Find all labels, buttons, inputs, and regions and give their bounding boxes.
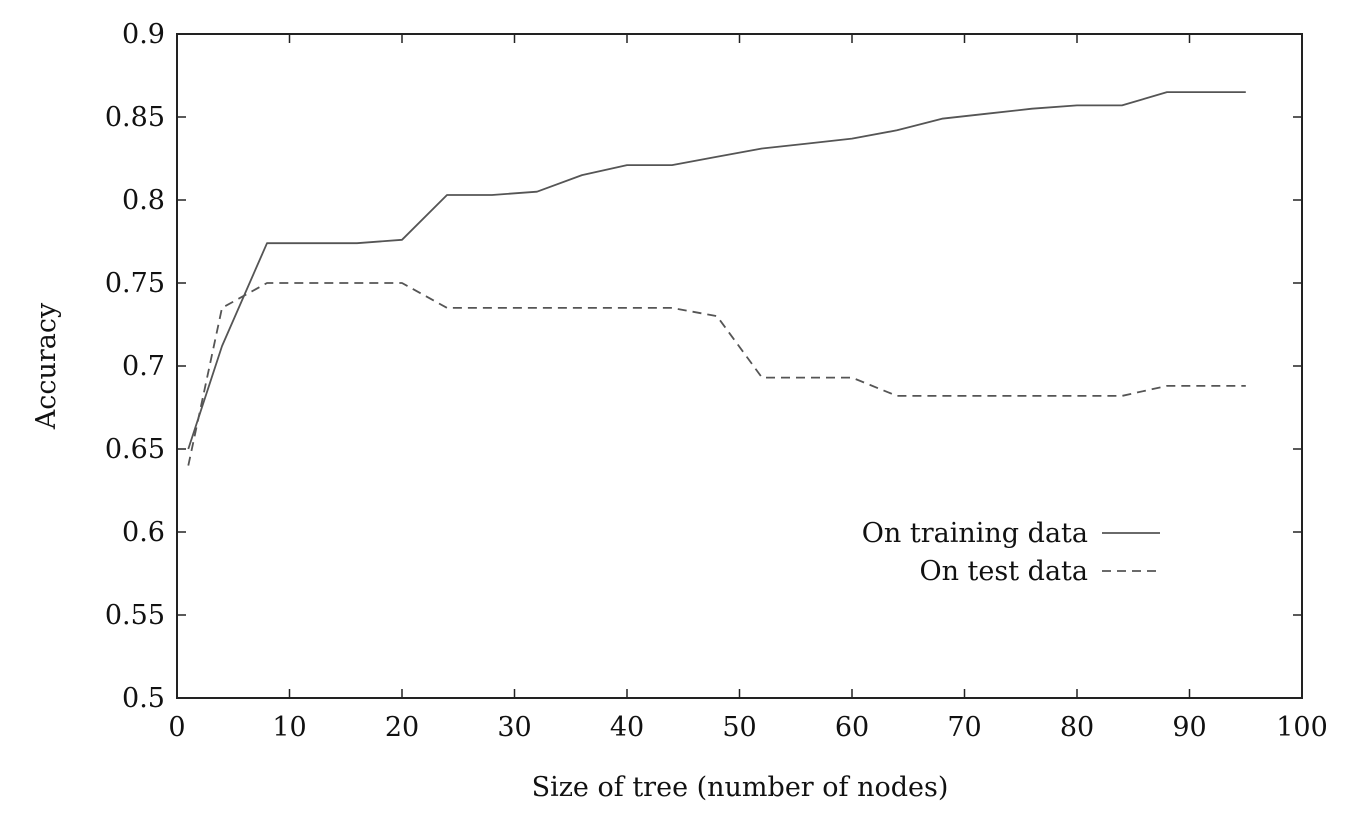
x-tick-label: 80 xyxy=(1060,712,1094,743)
y-tick-label: 0.9 xyxy=(122,19,165,50)
x-tick-label: 60 xyxy=(835,712,869,743)
x-tick-label: 20 xyxy=(385,712,419,743)
series-group xyxy=(187,91,1246,466)
y-tick-label: 0.55 xyxy=(105,600,165,631)
y-tick-label: 0.8 xyxy=(122,185,165,216)
series-line-training xyxy=(187,91,1246,450)
y-tick-label: 0.85 xyxy=(105,102,165,133)
y-tick-label: 0.5 xyxy=(122,683,165,714)
axis-ticks xyxy=(176,33,1303,699)
x-tick-label: 90 xyxy=(1172,712,1206,743)
series-line-test xyxy=(187,282,1246,466)
x-tick-label: 10 xyxy=(272,712,306,743)
x-tick-label: 40 xyxy=(610,712,644,743)
x-tick-label: 30 xyxy=(497,712,531,743)
x-tick-label: 100 xyxy=(1276,712,1328,743)
y-tick-label: 0.75 xyxy=(105,268,165,299)
plot-frame xyxy=(176,33,1303,699)
x-tick-label: 0 xyxy=(168,712,185,743)
axis-tick-labels: 0 10 20 30 40 50 60 70 80 90 100 0.5 0.55 0.6 0.65 0.7 0… xyxy=(105,19,1328,743)
y-tick-label: 0.7 xyxy=(122,351,165,382)
y-axis-label: Accuracy xyxy=(31,302,62,430)
legend-label: On training data xyxy=(862,518,1088,549)
y-tick-label: 0.65 xyxy=(105,434,165,465)
legend: On training data On test data xyxy=(862,518,1160,587)
x-tick-label: 70 xyxy=(947,712,981,743)
y-tick-label: 0.6 xyxy=(122,517,165,548)
x-tick-label: 50 xyxy=(722,712,756,743)
x-axis-label: Size of tree (number of nodes) xyxy=(532,772,949,803)
legend-label: On test data xyxy=(919,556,1088,587)
